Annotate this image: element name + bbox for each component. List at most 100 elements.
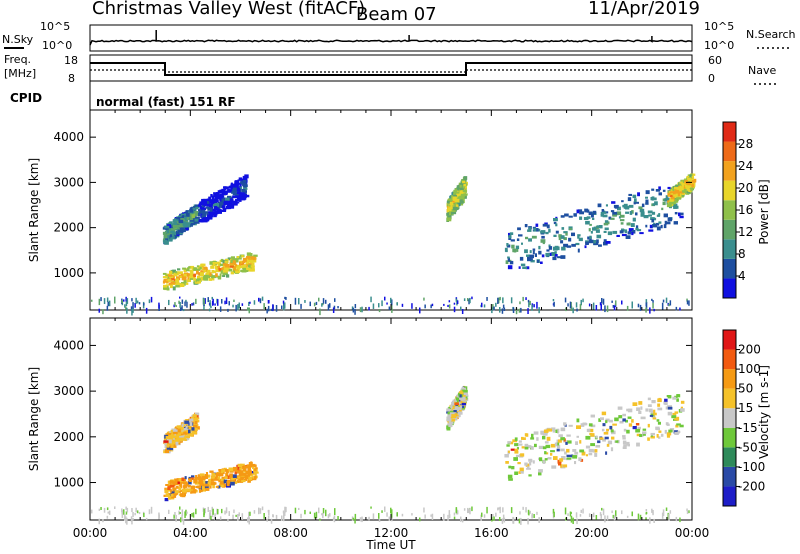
colorbar-swatch — [723, 447, 736, 467]
power-cell — [526, 254, 531, 257]
power-cell — [203, 269, 207, 272]
velocity-cell — [463, 389, 468, 393]
velocity-cell — [551, 465, 557, 469]
power-cell — [244, 186, 247, 190]
power-cell — [243, 194, 247, 197]
velocity-cell — [220, 478, 226, 483]
power-cell — [213, 203, 217, 207]
power-cell — [179, 275, 183, 278]
power-cell — [219, 200, 223, 203]
power-cell — [584, 245, 587, 249]
power-cell — [198, 212, 201, 217]
noise-tick-left-bottom: 10^0 — [42, 39, 72, 52]
velocity-cell — [680, 400, 685, 404]
velocity-cell — [511, 466, 515, 470]
velocity-cell — [574, 461, 577, 465]
power-cell — [180, 218, 185, 221]
power-cell — [300, 303, 302, 309]
velocity-cell — [175, 514, 177, 522]
velocity-cell — [497, 507, 499, 511]
power-cell — [221, 192, 225, 195]
power-cell — [454, 201, 458, 205]
power-cell — [471, 296, 473, 300]
velocity-cell — [538, 517, 540, 523]
velocity-cell — [241, 480, 246, 483]
velocity-cell — [208, 478, 211, 483]
velocity-cell — [483, 514, 486, 518]
colorbar-tick-label: 28 — [738, 137, 753, 151]
velocity-cell — [238, 474, 243, 479]
power-cell — [601, 298, 603, 304]
power-cell — [541, 235, 545, 239]
power-cell — [676, 197, 682, 200]
velocity-cell — [209, 512, 212, 519]
velocity-cell — [191, 427, 195, 431]
power-cell — [611, 300, 613, 303]
velocity-cell — [566, 454, 572, 458]
velocity-cell — [664, 403, 668, 406]
velocity-cell — [454, 406, 459, 410]
velocity-cell — [527, 466, 530, 470]
velocity-cell — [294, 507, 297, 514]
power-cell — [462, 195, 467, 199]
power-cell — [215, 196, 220, 199]
velocity-cell — [501, 518, 504, 524]
power-cell — [194, 216, 198, 220]
velocity-cell — [550, 452, 553, 456]
power-cell — [612, 230, 618, 234]
velocity-cell — [556, 428, 560, 433]
velocity-cell — [491, 517, 493, 522]
power-cell — [242, 182, 247, 186]
power-cell — [337, 306, 339, 309]
velocity-cell — [615, 440, 619, 443]
power-cell — [569, 228, 573, 231]
velocity-cell — [240, 463, 245, 467]
power-cell — [564, 297, 567, 303]
power-cell — [388, 306, 391, 311]
power-cell — [419, 307, 421, 314]
date-label: 11/Apr/2019 — [588, 0, 700, 19]
velocity-cell — [514, 448, 519, 452]
power-cell — [235, 199, 238, 202]
power-cell — [107, 301, 109, 307]
power-cell — [469, 297, 471, 304]
velocity-cell — [219, 516, 222, 520]
power-cell — [219, 263, 223, 267]
y-tick-label: 2000 — [53, 221, 84, 235]
power-cell — [685, 183, 689, 188]
velocity-cell — [530, 459, 533, 463]
velocity-cell — [189, 432, 193, 437]
power-cell — [195, 212, 198, 216]
power-cell — [459, 187, 464, 190]
velocity-cell — [332, 517, 335, 521]
velocity-cell — [604, 515, 606, 523]
power-cell — [585, 220, 590, 225]
power-cell — [163, 284, 167, 289]
power-cell — [667, 302, 669, 306]
velocity-cell — [622, 446, 627, 449]
power-cell — [125, 296, 127, 302]
power-cell — [176, 231, 179, 235]
power-cell — [187, 273, 192, 277]
power-cell — [253, 254, 258, 257]
velocity-cell — [651, 415, 656, 418]
nave-label: Nave — [748, 64, 776, 77]
velocity-cell — [224, 476, 228, 479]
power-cell — [548, 244, 551, 248]
power-cell — [190, 271, 194, 275]
power-cell — [674, 212, 678, 215]
velocity-cell — [235, 476, 239, 479]
power-cell — [648, 214, 652, 217]
power-cell — [219, 194, 224, 197]
velocity-cell — [622, 418, 626, 422]
power-cell — [201, 263, 206, 267]
power-cell — [204, 298, 206, 304]
power-cell — [468, 299, 470, 305]
velocity-cell — [527, 509, 530, 515]
velocity-cell — [191, 490, 196, 494]
velocity-cell — [557, 439, 562, 443]
velocity-cell — [622, 435, 626, 438]
velocity-cell — [354, 513, 357, 520]
power-cell — [241, 303, 244, 306]
power-cell — [184, 222, 189, 226]
